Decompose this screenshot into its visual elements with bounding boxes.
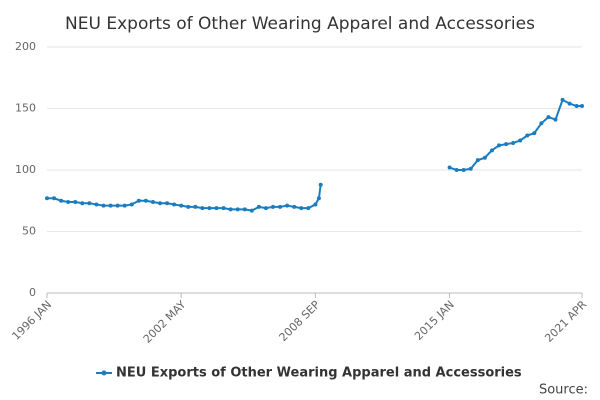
point <box>546 115 551 120</box>
point <box>214 206 219 211</box>
point <box>66 199 71 204</box>
point <box>567 101 572 106</box>
point <box>271 204 276 209</box>
point <box>263 206 268 211</box>
point <box>518 138 523 143</box>
point <box>292 204 297 209</box>
point <box>45 196 49 201</box>
point <box>242 207 247 212</box>
point <box>489 148 494 153</box>
y-tick-label: 100 <box>15 163 36 176</box>
point <box>80 201 85 206</box>
point <box>235 207 240 212</box>
point <box>574 104 579 109</box>
point <box>316 196 321 201</box>
y-tick-label: 200 <box>15 40 36 53</box>
point <box>580 104 584 109</box>
point <box>306 206 311 211</box>
point <box>101 203 106 208</box>
point <box>249 208 254 213</box>
point <box>539 121 544 126</box>
point <box>59 198 64 203</box>
point <box>532 131 537 136</box>
point <box>475 158 480 163</box>
point <box>553 117 558 122</box>
y-tick-label: 150 <box>15 102 36 115</box>
point <box>497 143 502 148</box>
point <box>285 203 290 208</box>
point <box>129 202 134 207</box>
point <box>122 203 127 208</box>
point <box>94 202 99 207</box>
x-tick-label: 1996 JAN <box>9 298 54 343</box>
point <box>165 201 170 206</box>
point <box>228 207 233 212</box>
point <box>172 202 177 207</box>
point <box>193 204 198 209</box>
x-tick-label: 2015 JAN <box>412 298 457 343</box>
point <box>525 133 530 138</box>
point <box>447 165 452 170</box>
point <box>150 199 155 204</box>
point <box>87 201 92 206</box>
point <box>179 203 184 208</box>
point <box>207 206 212 211</box>
chart-title: NEU Exports of Other Wearing Apparel and… <box>65 14 535 34</box>
point <box>158 201 163 206</box>
point <box>143 198 148 203</box>
point <box>504 142 509 147</box>
point <box>73 199 78 204</box>
point <box>186 204 191 209</box>
point <box>511 140 516 145</box>
point <box>468 166 473 171</box>
legend-label: NEU Exports of Other Wearing Apparel and… <box>116 366 522 381</box>
point <box>108 203 113 208</box>
point <box>313 202 318 207</box>
source: Source: <box>539 383 588 398</box>
point <box>299 206 304 211</box>
x-tick-label: 2021 APR <box>542 298 589 345</box>
y-tick-label: 0 <box>29 286 36 299</box>
line <box>47 98 582 212</box>
point <box>221 206 226 211</box>
point <box>52 196 57 201</box>
y-tick-label: 50 <box>22 225 36 238</box>
point <box>560 97 565 102</box>
point <box>115 203 120 208</box>
point <box>454 168 459 172</box>
point <box>136 198 141 203</box>
point <box>278 204 283 209</box>
point <box>461 168 466 172</box>
point <box>482 155 487 160</box>
point <box>256 204 261 209</box>
x-tick-label: 2002 MAY <box>141 298 189 346</box>
legend-swatch-dot <box>101 370 107 376</box>
x-tick-label: 2008 SEP <box>277 298 323 344</box>
point <box>200 206 205 211</box>
point <box>318 182 323 187</box>
